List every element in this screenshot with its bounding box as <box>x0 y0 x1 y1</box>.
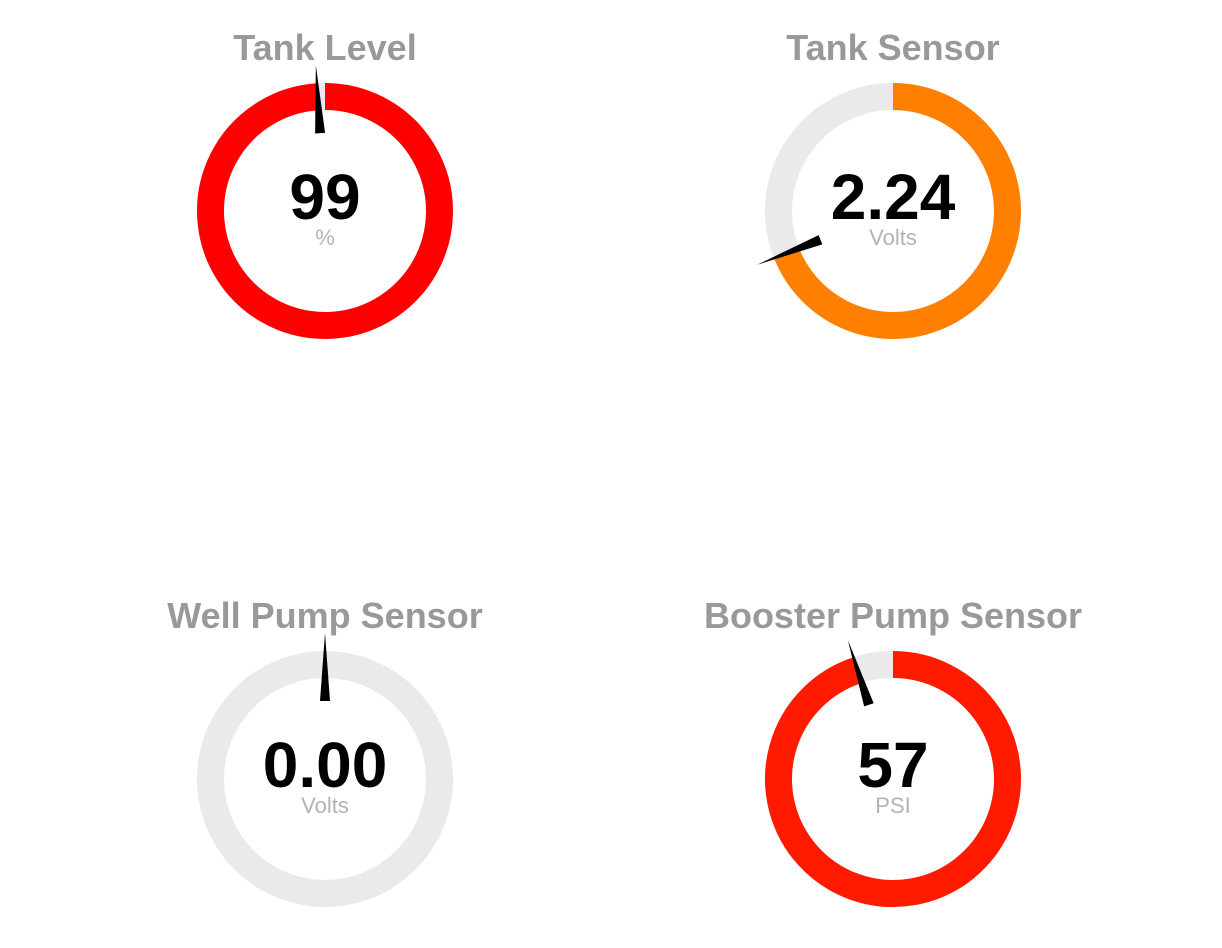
gauge-title: Well Pump Sensor <box>167 595 483 636</box>
gauge-needle <box>315 65 326 134</box>
gauge-tank-sensor: Tank Sensor 2.24 Volts <box>623 20 1163 360</box>
gauge-value: 0.00 <box>262 729 388 801</box>
gauge-dial <box>197 65 453 339</box>
gauge-dial <box>197 633 453 907</box>
gauge-value: 57 <box>857 729 929 801</box>
gauge-booster-pump-sensor: Booster Pump Sensor 57 PSI <box>623 588 1163 928</box>
gauge-tank-level: Tank Level 99 % <box>55 20 595 360</box>
gauge-needle <box>320 633 330 701</box>
gauge-well-pump-sensor: Well Pump Sensor 0.00 Volts <box>55 588 595 928</box>
gauge-title: Tank Sensor <box>786 27 1000 68</box>
gauge-fill-arc <box>765 651 1021 907</box>
gauge-unit: PSI <box>875 793 911 818</box>
gauge-value: 99 <box>289 161 361 233</box>
gauge-fill-arc <box>773 83 1021 339</box>
gauge-fill-arc <box>197 83 453 339</box>
gauge-needle <box>847 640 874 707</box>
gauge-unit: Volts <box>301 793 349 818</box>
gauge-unit: % <box>315 225 335 250</box>
gauge-value: 2.24 <box>830 161 956 233</box>
gauge-title: Tank Level <box>233 27 417 68</box>
gauge-needle <box>757 235 823 265</box>
gauge-title: Booster Pump Sensor <box>703 595 1083 636</box>
gauge-dial <box>765 640 1021 907</box>
gauge-unit: Volts <box>869 225 917 250</box>
gauge-dial <box>757 83 1021 339</box>
